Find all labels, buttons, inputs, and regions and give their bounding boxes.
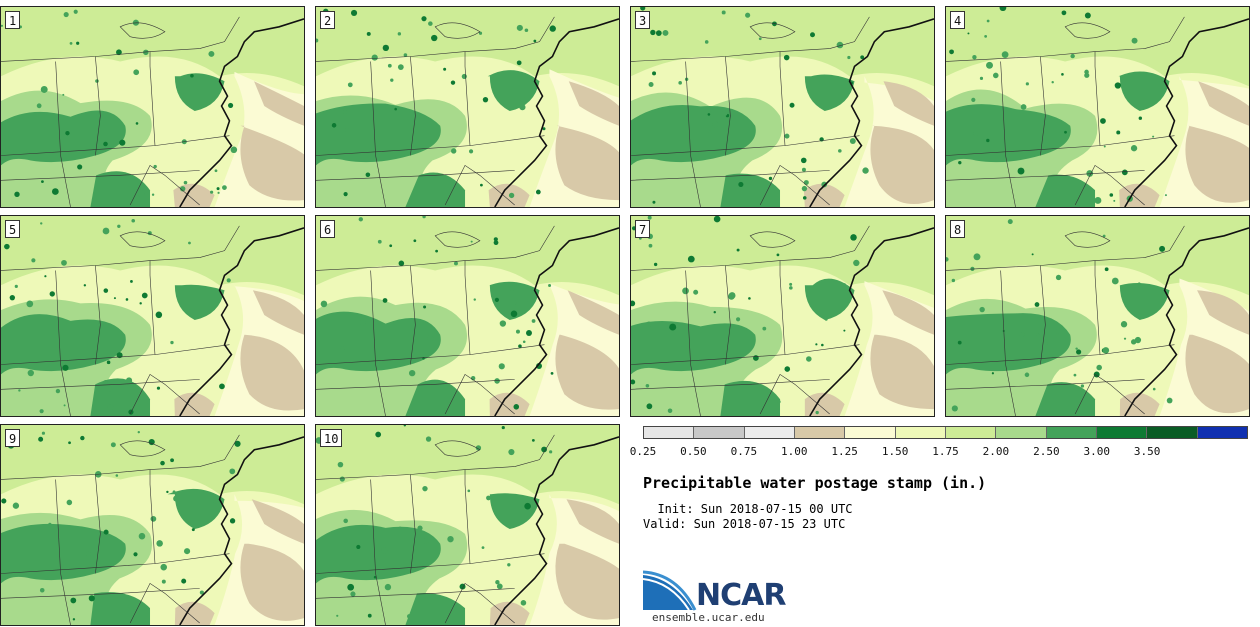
colorbar-segment [743, 427, 794, 438]
map-panel: 9 [0, 424, 305, 626]
colorbar-tick-label: 0.50 [680, 445, 707, 458]
member-number: 8 [950, 220, 966, 238]
colorbar-segment [1146, 427, 1197, 438]
colorbar-tick-label: 1.50 [881, 445, 909, 458]
member-number: 1 [5, 11, 21, 29]
valid-time: Valid: Sun 2018-07-15 23 UTC [643, 517, 846, 531]
colorbar-tick-label: 2.50 [1033, 445, 1060, 458]
map-panel: 1 [0, 6, 305, 208]
logo-url: ensemble.ucar.edu [652, 611, 765, 624]
colorbar-segment [995, 427, 1046, 438]
colorbar-segment [944, 427, 996, 438]
member-number: 6 [320, 220, 336, 238]
member-number: 10 [320, 429, 343, 447]
colorbar-tick-label: 0.75 [730, 445, 758, 458]
colorbar-segment [1095, 427, 1147, 438]
member-number: 5 [5, 220, 21, 238]
map-panel: 5 [0, 215, 305, 417]
colorbar-segment [894, 427, 945, 438]
colorbar-segment [1196, 427, 1247, 438]
figure-title: Precipitable water postage stamp (in.) [643, 474, 987, 492]
colorbar-segment [793, 427, 845, 438]
map-panel: 3 [630, 6, 935, 208]
colorbar-tick-label: 0.25 [629, 445, 657, 458]
member-number: 3 [635, 11, 651, 29]
member-number: 2 [320, 11, 336, 29]
colorbar-tick-label: 2.00 [982, 445, 1010, 458]
colorbar-segment [644, 427, 694, 438]
member-number: 4 [950, 11, 966, 29]
colorbar-tick-label: 3.50 [1133, 445, 1161, 458]
map-panel: 4 [945, 6, 1250, 208]
colorbar-segment [844, 427, 895, 438]
logo-wordmark: NCAR [696, 578, 786, 613]
map-panel: 10 [315, 424, 620, 626]
ncar-logo-icon [643, 570, 697, 611]
colorbar-segment [693, 427, 744, 438]
map-panel: 6 [315, 215, 620, 417]
map-panel: 7 [630, 215, 935, 417]
map-panel: 2 [315, 6, 620, 208]
colorbar-labels: 0.25 0.50 0.75 1.00 1.25 1.50 1.75 2.00 2.50 3.00… [630, 445, 1248, 459]
colorbar-tick-label: 3.00 [1083, 445, 1111, 458]
colorbar-tick-label: 1.00 [781, 445, 808, 458]
colorbar-tick-label: 1.75 [932, 445, 959, 458]
colorbar-tick-label: 1.25 [831, 445, 858, 458]
init-time: Init: Sun 2018-07-15 00 UTC [643, 502, 853, 516]
colorbar [643, 426, 1248, 439]
map-panel: 8 [945, 215, 1250, 417]
member-number: 9 [5, 429, 21, 447]
colorbar-segment [1045, 427, 1096, 438]
member-number: 7 [635, 220, 651, 238]
